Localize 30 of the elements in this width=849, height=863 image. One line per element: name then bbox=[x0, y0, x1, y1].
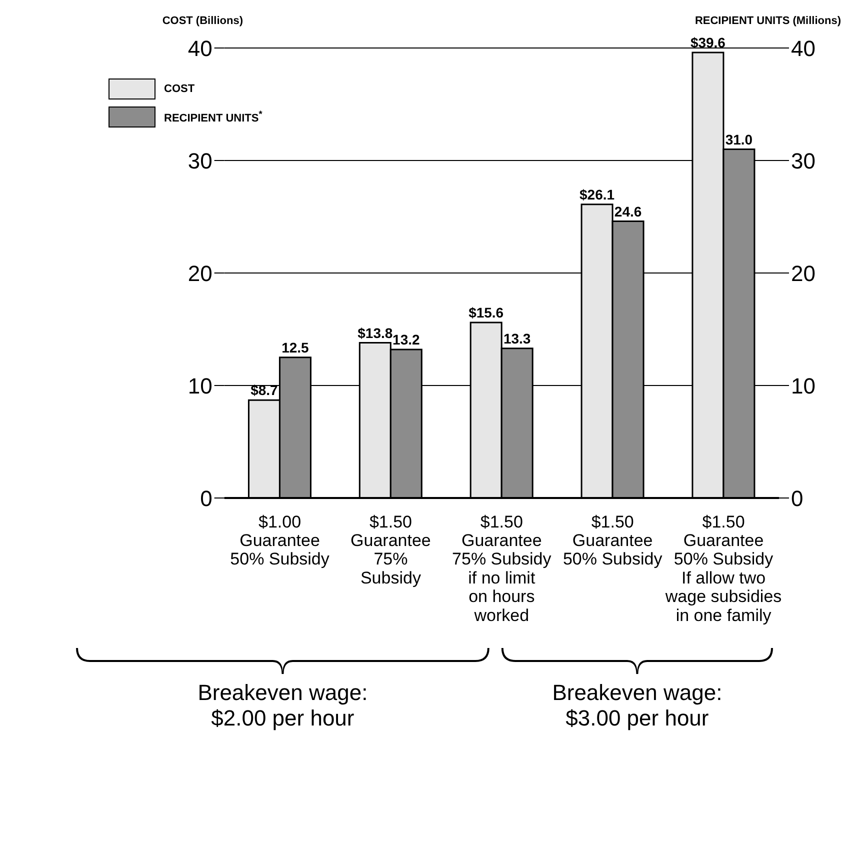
legend-label: COST bbox=[164, 83, 195, 95]
text: Breakeven wage: $3.00 per hour bbox=[552, 680, 722, 730]
data-label: 24.6 bbox=[614, 203, 642, 220]
y-tick-label: 0 bbox=[200, 486, 212, 511]
x-tick-label: $1.50 Guarantee 50% Subsidy If allow two wage subsidies in one family bbox=[664, 512, 782, 625]
y-tick-label: 30 bbox=[188, 148, 212, 174]
data-label: 13.3 bbox=[503, 330, 531, 346]
text: Breakeven wage: $2.00 per hour bbox=[198, 680, 368, 730]
y2-tick-label: 0 bbox=[791, 486, 804, 511]
y-tick-label: 10 bbox=[188, 373, 212, 398]
data-label: 12.5 bbox=[282, 339, 310, 356]
x-tick-label: $1.50 Guarantee 50% Subsidy bbox=[562, 512, 663, 569]
y2-tick-label: 30 bbox=[791, 148, 816, 174]
data-label: 13.2 bbox=[392, 332, 420, 348]
y-tick-label: 20 bbox=[188, 260, 212, 286]
y2-tick-label: 20 bbox=[791, 260, 816, 286]
x-tick-label: $1.50 Guarantee 75% Subsidy bbox=[350, 512, 431, 588]
data-label: $26.1 bbox=[580, 186, 615, 202]
data-label: $15.6 bbox=[468, 304, 504, 320]
data-label: 31.0 bbox=[725, 131, 753, 148]
y-tick-label: 40 bbox=[188, 36, 212, 61]
x-tick-label: $1.50 Guarantee 75% Subsidy if no limit on hours worked bbox=[452, 512, 552, 625]
x-tick-label: $1.00 Guarantee 50% Subsidy bbox=[230, 512, 330, 569]
data-label: $39.6 bbox=[690, 34, 726, 50]
data-label: $13.8 bbox=[358, 324, 393, 341]
y-axis-title: COST (Billions) bbox=[162, 15, 244, 27]
y2-axis-title: RECIPIENT UNITS (Millions) bbox=[694, 15, 842, 27]
y2-tick-label: 10 bbox=[791, 373, 816, 398]
legend-label: RECIPIENT UNITS$^{*}$ bbox=[164, 109, 262, 125]
y2-tick-label: 40 bbox=[791, 36, 816, 61]
